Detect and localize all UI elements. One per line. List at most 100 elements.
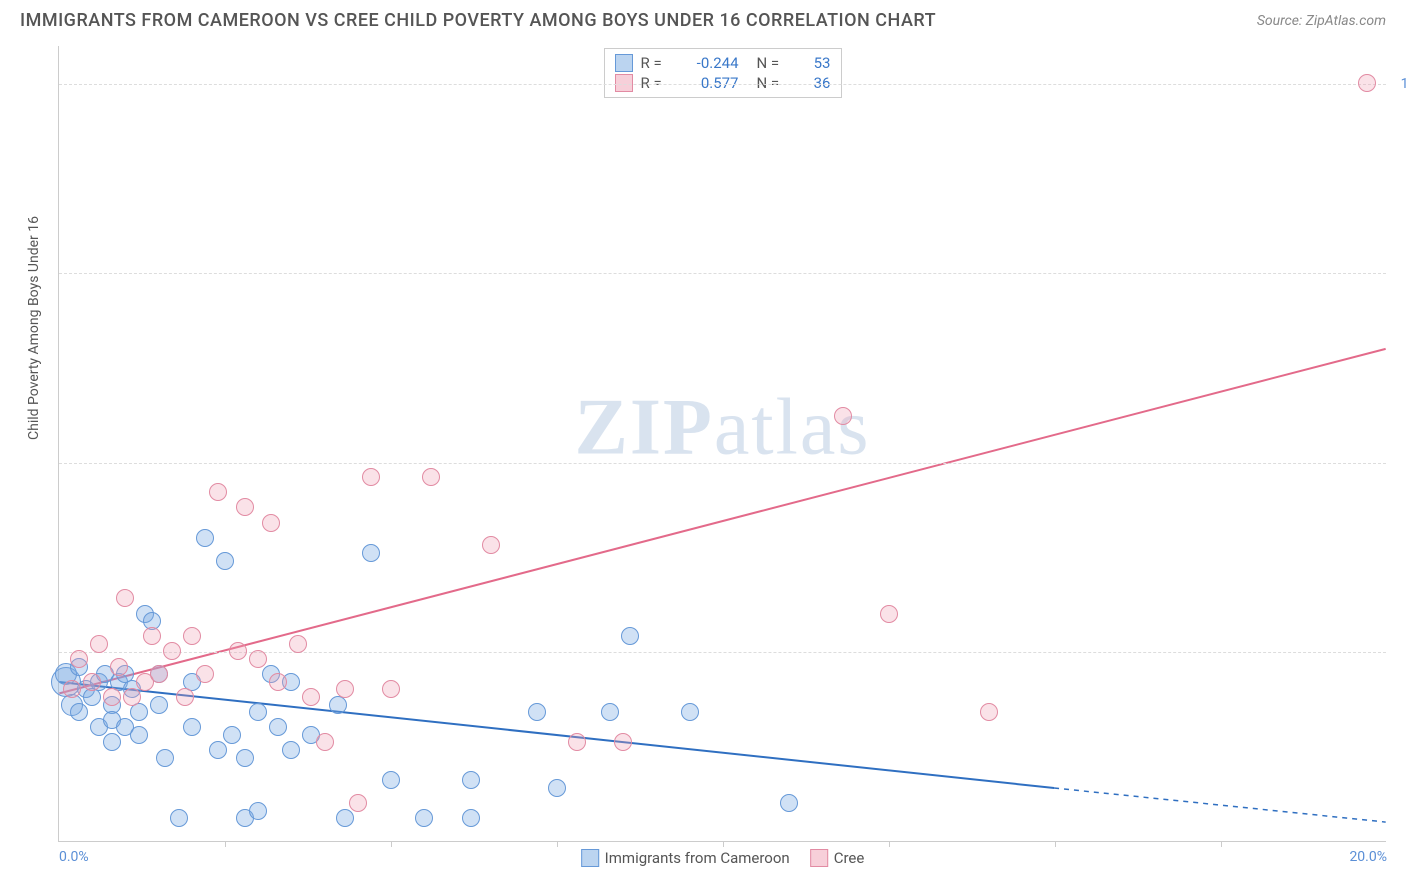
trendline-blue xyxy=(59,682,1054,788)
scatter-point-pink xyxy=(568,733,586,751)
scatter-point-pink xyxy=(90,635,108,653)
scatter-point-pink xyxy=(336,680,354,698)
x-minor-tick xyxy=(1055,841,1056,847)
scatter-point-pink xyxy=(422,468,440,486)
gridline-h xyxy=(59,463,1386,464)
scatter-point-blue xyxy=(415,809,433,827)
r-value-blue: -0.244 xyxy=(687,54,739,72)
scatter-point-blue xyxy=(249,802,267,820)
scatter-point-pink xyxy=(1358,74,1376,92)
scatter-point-pink xyxy=(236,498,254,516)
scatter-point-blue xyxy=(269,718,287,736)
scatter-point-pink xyxy=(70,650,88,668)
scatter-point-blue xyxy=(223,726,241,744)
trendline-blue-dashed xyxy=(1054,788,1386,822)
scatter-point-blue xyxy=(621,627,639,645)
x-minor-tick xyxy=(391,841,392,847)
x-minor-tick xyxy=(225,841,226,847)
swatch-blue-icon xyxy=(615,54,633,72)
source-prefix: Source: xyxy=(1257,13,1306,29)
scatter-point-blue xyxy=(156,749,174,767)
scatter-point-pink xyxy=(362,468,380,486)
scatter-point-pink xyxy=(183,627,201,645)
source-attribution: Source: ZipAtlas.com xyxy=(1257,13,1386,29)
chart-plot-area: ZIPatlas R = -0.244 N = 53 R = 0.577 N =… xyxy=(58,46,1386,842)
scatter-point-blue xyxy=(70,703,88,721)
scatter-point-pink xyxy=(196,665,214,683)
scatter-point-blue xyxy=(681,703,699,721)
scatter-point-pink xyxy=(834,407,852,425)
scatter-point-blue xyxy=(780,794,798,812)
scatter-point-blue xyxy=(170,809,188,827)
stats-row-blue: R = -0.244 N = 53 xyxy=(615,53,831,73)
x-tick-label: 0.0% xyxy=(59,849,89,865)
swatch-blue-icon xyxy=(581,849,599,867)
scatter-point-blue xyxy=(362,544,380,562)
scatter-point-blue xyxy=(548,779,566,797)
scatter-point-blue xyxy=(528,703,546,721)
scatter-point-blue xyxy=(196,529,214,547)
x-minor-tick xyxy=(557,841,558,847)
scatter-point-pink xyxy=(83,673,101,691)
trendline-pink xyxy=(59,349,1385,694)
scatter-point-pink xyxy=(209,483,227,501)
watermark-light: atlas xyxy=(714,383,871,471)
scatter-point-pink xyxy=(880,605,898,623)
scatter-point-blue xyxy=(249,703,267,721)
x-minor-tick xyxy=(1221,841,1222,847)
scatter-point-pink xyxy=(123,688,141,706)
scatter-point-pink xyxy=(229,642,247,660)
scatter-point-blue xyxy=(282,741,300,759)
legend-label-blue: Immigrants from Cameroon xyxy=(605,849,790,867)
x-tick-label: 20.0% xyxy=(1349,849,1387,865)
scatter-point-pink xyxy=(980,703,998,721)
scatter-point-pink xyxy=(110,658,128,676)
scatter-point-blue xyxy=(150,696,168,714)
scatter-point-blue xyxy=(462,809,480,827)
scatter-point-blue xyxy=(103,733,121,751)
y-axis-title: Child Poverty Among Boys Under 16 xyxy=(26,216,42,440)
stats-legend-box: R = -0.244 N = 53 R = 0.577 N = 36 xyxy=(604,48,842,98)
bottom-legend: Immigrants from Cameroon Cree xyxy=(581,849,865,867)
legend-item-pink: Cree xyxy=(810,849,865,867)
scatter-point-blue xyxy=(183,718,201,736)
n-label: N = xyxy=(757,54,795,72)
scatter-point-pink xyxy=(150,665,168,683)
source-name: ZipAtlas.com xyxy=(1306,13,1386,29)
scatter-point-pink xyxy=(163,642,181,660)
scatter-point-pink xyxy=(482,536,500,554)
scatter-point-pink xyxy=(176,688,194,706)
scatter-point-pink xyxy=(116,589,134,607)
scatter-point-pink xyxy=(289,635,307,653)
scatter-point-pink xyxy=(302,688,320,706)
scatter-point-blue xyxy=(216,552,234,570)
n-value-blue: 53 xyxy=(803,54,831,72)
legend-label-pink: Cree xyxy=(834,849,865,867)
scatter-point-pink xyxy=(143,627,161,645)
y-tick-label: 100.0% xyxy=(1401,76,1406,92)
scatter-point-pink xyxy=(614,733,632,751)
scatter-point-pink xyxy=(262,514,280,532)
scatter-point-pink xyxy=(63,680,81,698)
scatter-point-pink xyxy=(316,733,334,751)
gridline-h xyxy=(59,273,1386,274)
scatter-point-pink xyxy=(103,688,121,706)
scatter-point-blue xyxy=(336,809,354,827)
scatter-point-blue xyxy=(462,771,480,789)
watermark-bold: ZIP xyxy=(575,383,714,471)
scatter-point-blue xyxy=(130,726,148,744)
swatch-pink-icon xyxy=(810,849,828,867)
scatter-point-blue xyxy=(382,771,400,789)
scatter-point-blue xyxy=(601,703,619,721)
r-label: R = xyxy=(641,54,679,72)
gridline-h xyxy=(59,84,1386,85)
x-minor-tick xyxy=(723,841,724,847)
scatter-point-pink xyxy=(269,673,287,691)
scatter-point-pink xyxy=(249,650,267,668)
scatter-point-pink xyxy=(382,680,400,698)
scatter-point-blue xyxy=(209,741,227,759)
scatter-point-pink xyxy=(349,794,367,812)
x-minor-tick xyxy=(889,841,890,847)
trend-lines xyxy=(59,46,1386,841)
chart-title: IMMIGRANTS FROM CAMEROON VS CREE CHILD P… xyxy=(20,10,936,31)
